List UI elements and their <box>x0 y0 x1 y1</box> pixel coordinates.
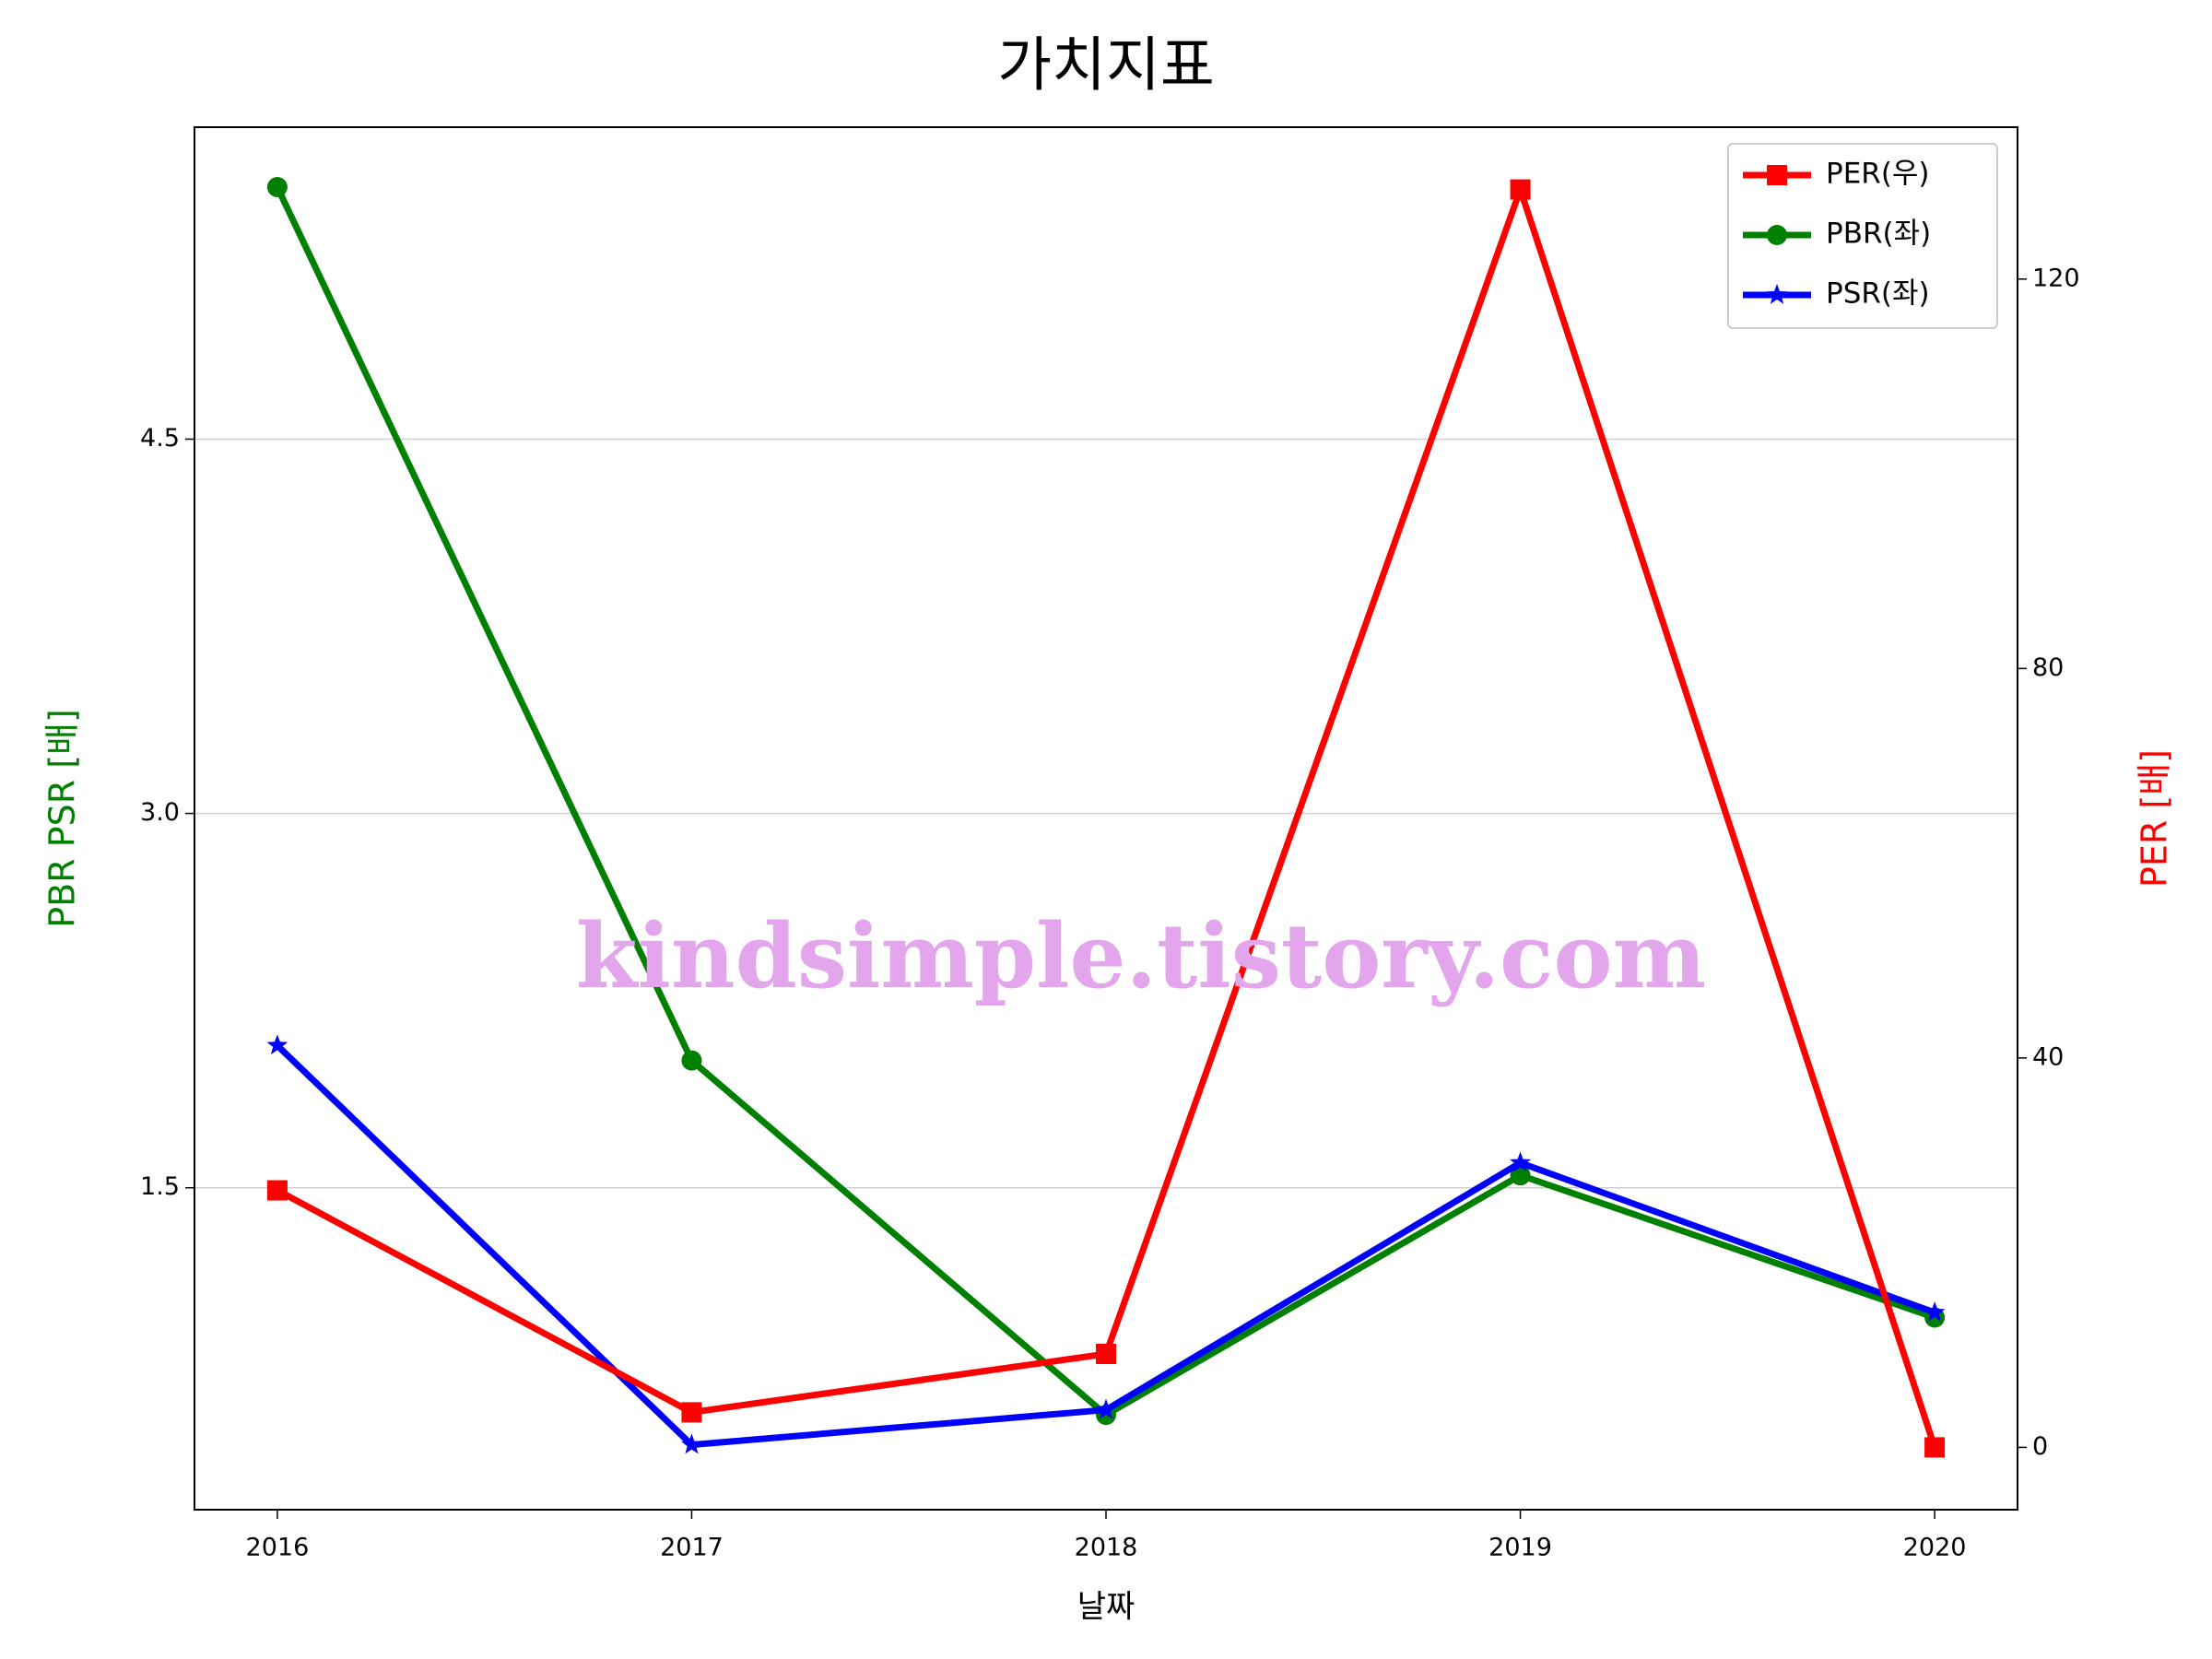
x-tick-label: 2016 <box>246 1534 310 1562</box>
x-axis-label: 날짜 <box>1077 1589 1135 1626</box>
x-tick-label: 2017 <box>660 1534 724 1562</box>
legend: PER(우) PBR(좌) PSR(좌) <box>1727 143 1998 329</box>
marker <box>266 176 288 197</box>
marker <box>266 1180 288 1201</box>
y2-axis-label: PER [배] <box>2135 749 2175 888</box>
marker <box>1095 1398 1117 1419</box>
marker <box>1096 1343 1116 1364</box>
legend-label: PBR(좌) <box>1826 218 1931 251</box>
x-tick-label: 2019 <box>1488 1534 1552 1562</box>
legend-label: PER(우) <box>1826 158 1930 191</box>
x-tick-label: 2018 <box>1075 1534 1138 1562</box>
legend-label: PSR(좌) <box>1826 277 1930 311</box>
y-tick-label: 1.5 <box>140 1172 180 1201</box>
marker <box>681 1402 702 1423</box>
x-tick-label: 2020 <box>1903 1534 1967 1562</box>
marker <box>266 1034 288 1055</box>
marker <box>1766 284 1788 304</box>
marker <box>1767 225 1787 245</box>
y2-tick-label: 0 <box>2032 1432 2048 1461</box>
y2-tick-label: 80 <box>2032 653 2064 682</box>
marker <box>1510 1151 1531 1172</box>
y-tick-label: 3.0 <box>140 798 180 827</box>
marker <box>1924 1301 1946 1322</box>
marker <box>1767 165 1787 185</box>
watermark: kindsimple.tistory.com <box>576 904 1706 1008</box>
plot-frame <box>194 126 2018 1511</box>
marker <box>681 1433 702 1454</box>
marker <box>1510 179 1531 200</box>
chart-title: 가치지표 <box>997 32 1215 100</box>
y-axis-label: PBR PSR [배] <box>42 709 83 928</box>
marker <box>1924 1437 1946 1458</box>
marker <box>681 1050 702 1071</box>
legend-box <box>1727 143 1998 329</box>
y-tick-label: 4.5 <box>140 424 180 453</box>
y2-tick-label: 120 <box>2032 264 2080 292</box>
y2-tick-label: 40 <box>2032 1042 2064 1071</box>
